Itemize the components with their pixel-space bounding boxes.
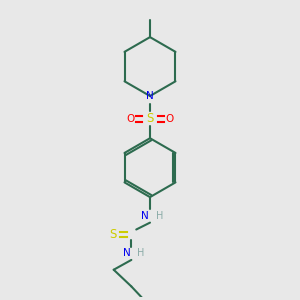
- Text: N: N: [123, 248, 130, 258]
- Text: H: H: [137, 248, 145, 258]
- Text: N: N: [141, 211, 149, 221]
- Text: H: H: [156, 211, 164, 221]
- Text: N: N: [146, 91, 154, 101]
- Text: O: O: [166, 114, 174, 124]
- Text: S: S: [109, 228, 116, 241]
- Text: S: S: [146, 112, 154, 125]
- Text: O: O: [126, 114, 134, 124]
